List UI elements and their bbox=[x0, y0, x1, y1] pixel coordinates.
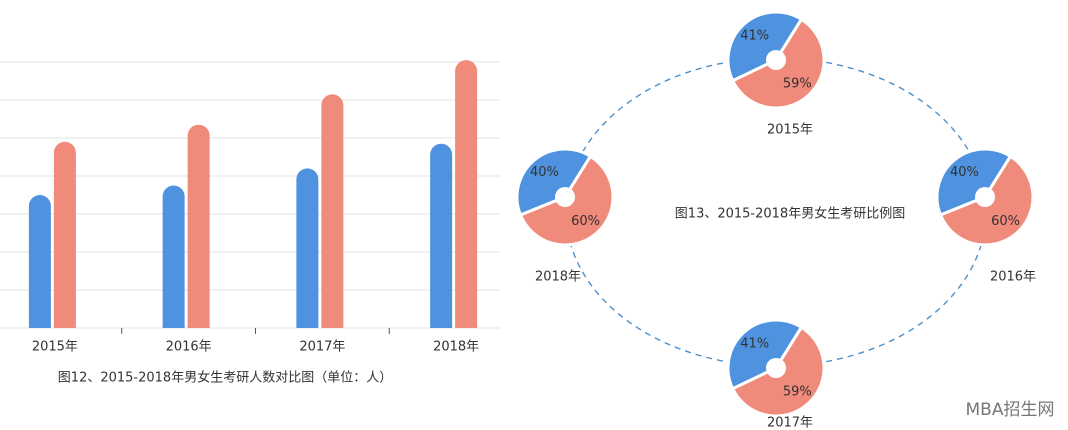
bar bbox=[187, 124, 210, 328]
pie-label: 2016年 bbox=[990, 270, 1036, 285]
pie-hole bbox=[555, 187, 575, 207]
slice-label: 40% bbox=[950, 165, 979, 180]
slice-label: 40% bbox=[530, 165, 559, 180]
slice-label: 59% bbox=[783, 384, 812, 399]
pie-hole bbox=[766, 50, 786, 70]
x-tick-label: 2017年 bbox=[299, 340, 345, 355]
slice-label: 41% bbox=[740, 29, 769, 44]
slice-label: 59% bbox=[783, 76, 812, 91]
x-tick-label: 2015年 bbox=[32, 340, 78, 355]
bar bbox=[28, 195, 51, 328]
slice-label: 60% bbox=[991, 214, 1020, 229]
x-tick-label: 2018年 bbox=[433, 340, 479, 355]
pie-hole bbox=[975, 187, 995, 207]
bar bbox=[296, 168, 319, 328]
pie-slice bbox=[726, 10, 804, 83]
pie-slice bbox=[515, 147, 593, 217]
pie-label: 2017年 bbox=[767, 416, 813, 430]
slice-label: 41% bbox=[740, 337, 769, 352]
slice-label: 60% bbox=[571, 214, 600, 229]
pie-slice bbox=[935, 147, 1013, 217]
pie-label: 2015年 bbox=[767, 123, 813, 138]
bar-chart-title: 图12、2015-2018年男女生考研人数对比图（单位：人） bbox=[58, 370, 392, 386]
pie-chart-title: 图13、2015-2018年男女生考研比例图 bbox=[675, 206, 905, 222]
pie-hole bbox=[766, 358, 786, 378]
bar bbox=[162, 185, 185, 328]
bar bbox=[430, 143, 453, 328]
watermark: MBA招生网 bbox=[966, 400, 1055, 420]
pie-label: 2018年 bbox=[535, 270, 581, 285]
bar bbox=[321, 94, 344, 328]
x-tick-label: 2016年 bbox=[166, 340, 212, 355]
pie-slice bbox=[726, 318, 804, 391]
bar bbox=[455, 60, 478, 328]
bar bbox=[53, 141, 76, 328]
